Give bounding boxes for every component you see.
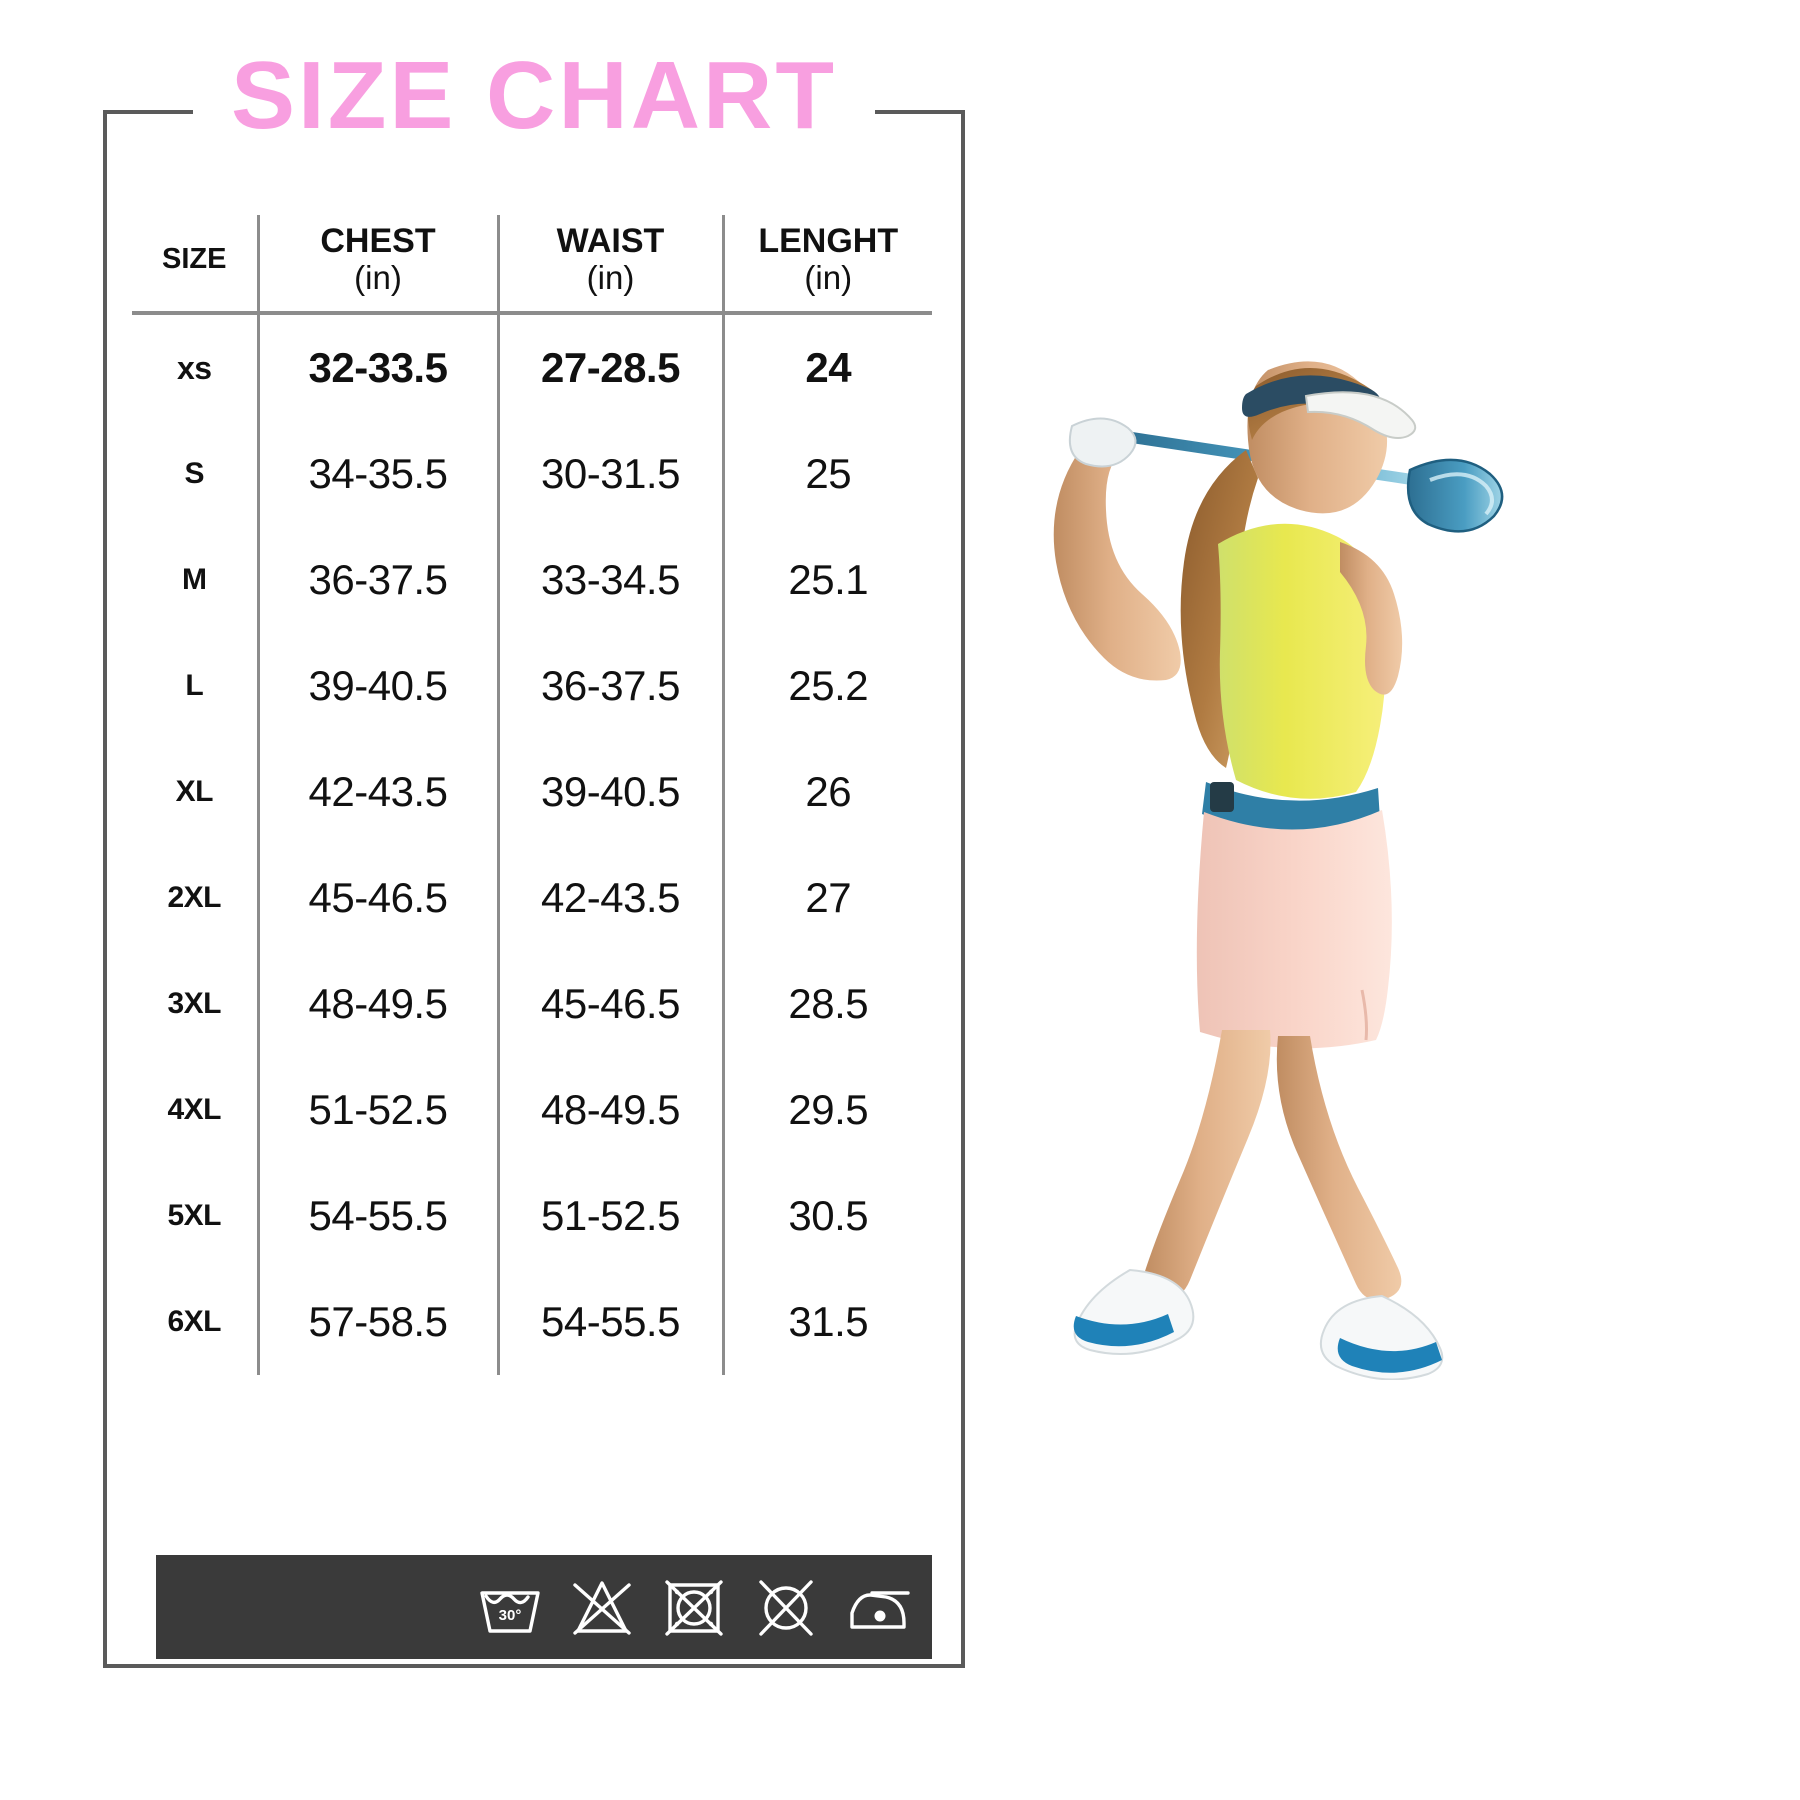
cell-waist: 36-37.5 <box>496 633 723 740</box>
wash-temperature-label: 30° <box>499 1607 522 1624</box>
cell-chest: 32-33.5 <box>256 313 498 422</box>
cell-size: 4XL <box>167 1093 222 1127</box>
cell-waist: 27-28.5 <box>496 313 723 422</box>
table-row: 2XL 45-46.5 42-43.5 27 <box>132 845 932 952</box>
golfer-right-arm <box>1340 542 1403 695</box>
visor-brim <box>1304 391 1417 439</box>
golf-club-head <box>1406 458 1504 533</box>
cell-waist: 48-49.5 <box>496 1057 723 1164</box>
care-instructions-bar: 30° <box>156 1555 932 1659</box>
cell-size: S <box>184 457 204 491</box>
table-row: xs 32-33.5 27-28.5 24 <box>132 313 932 422</box>
do-not-dry-clean-icon <box>759 1580 813 1636</box>
cell-chest: 39-40.5 <box>256 633 498 740</box>
size-chart-panel <box>103 110 965 1668</box>
column-header-length-label: LENGHT <box>758 222 899 260</box>
table-body: xs 32-33.5 27-28.5 24 S 34-35.5 30-31.5 25 M 36-3… <box>132 313 932 1376</box>
table-row: 4XL 51-52.5 48-49.5 29.5 <box>132 1057 932 1164</box>
golfer-left-leg <box>1143 1030 1271 1300</box>
cell-size: xs <box>176 349 212 386</box>
golfer-belt <box>1202 782 1380 834</box>
skirt-slit <box>1360 989 1368 1041</box>
frame-left-edge <box>103 110 107 1668</box>
column-header-waist-label: WAIST <box>556 222 665 260</box>
frame-top-left-segment <box>103 110 193 114</box>
cell-waist: 42-43.5 <box>496 845 723 952</box>
do-not-bleach-icon <box>573 1581 631 1635</box>
cell-length: 30.5 <box>721 1163 932 1270</box>
golfer-left-arm <box>1053 450 1181 681</box>
cell-size: 6XL <box>167 1305 222 1339</box>
table-row: S 34-35.5 30-31.5 25 <box>132 421 932 528</box>
column-header-chest-unit: (in) <box>354 258 402 296</box>
cell-chest: 45-46.5 <box>256 845 498 952</box>
cell-length: 26 <box>721 739 932 846</box>
column-header-length-unit: (in) <box>804 258 853 296</box>
cell-chest: 51-52.5 <box>256 1057 498 1164</box>
cell-chest: 48-49.5 <box>256 951 498 1058</box>
frame-top-right-segment <box>875 110 965 114</box>
table-header: SIZE CHEST (in) WAIST (in) LENGHT (in) <box>132 215 932 316</box>
golfer-right-leg <box>1276 1036 1402 1301</box>
page-title: SIZE CHART <box>231 42 837 149</box>
iron-low-heat-icon <box>850 1591 910 1629</box>
golfer-photo <box>1053 361 1504 1380</box>
cell-chest: 42-43.5 <box>256 739 498 846</box>
table-row: M 36-37.5 33-34.5 25.1 <box>132 527 932 634</box>
table-row: XL 42-43.5 39-40.5 26 <box>132 739 932 846</box>
cell-size: M <box>182 563 207 597</box>
golf-glove <box>1068 417 1137 468</box>
cell-waist: 39-40.5 <box>496 739 723 846</box>
cell-waist: 45-46.5 <box>496 951 723 1058</box>
golfer-skirt <box>1196 810 1392 1049</box>
cell-waist: 54-55.5 <box>496 1269 723 1376</box>
cell-chest: 54-55.5 <box>256 1163 498 1270</box>
table-header-row: SIZE CHEST (in) WAIST (in) LENGHT (in) <box>132 215 932 316</box>
frame-bottom-edge <box>103 1664 965 1668</box>
cell-chest: 34-35.5 <box>256 421 498 528</box>
cell-waist: 51-52.5 <box>496 1163 723 1270</box>
column-header-waist: WAIST (in) <box>496 215 723 316</box>
cell-length: 24 <box>721 313 932 422</box>
cell-waist: 30-31.5 <box>496 421 723 528</box>
column-header-length: LENGHT (in) <box>721 215 932 316</box>
cell-length: 25.2 <box>721 633 932 740</box>
cell-length: 29.5 <box>721 1057 932 1164</box>
column-header-size: SIZE <box>132 215 258 316</box>
cell-length: 25 <box>721 421 932 528</box>
column-header-chest: CHEST (in) <box>256 215 498 316</box>
do-not-tumble-dry-icon <box>665 1580 723 1636</box>
size-chart-table: SIZE CHEST (in) WAIST (in) LENGHT (in) x… <box>132 215 932 1376</box>
cell-chest: 36-37.5 <box>256 527 498 634</box>
golfer-right-shoe <box>1320 1294 1444 1380</box>
cell-waist: 33-34.5 <box>496 527 723 634</box>
cell-length: 27 <box>721 845 932 952</box>
golfer-top <box>1218 523 1386 799</box>
belt-buckle <box>1210 782 1234 812</box>
cell-size: 2XL <box>167 881 222 915</box>
cell-length: 25.1 <box>721 527 932 634</box>
cell-size: 3XL <box>167 987 222 1021</box>
cell-length: 28.5 <box>721 951 932 1058</box>
cell-size: 5XL <box>167 1199 222 1233</box>
cell-length: 31.5 <box>721 1269 932 1376</box>
table-row: L 39-40.5 36-37.5 25.2 <box>132 633 932 740</box>
table-row: 3XL 48-49.5 45-46.5 28.5 <box>132 951 932 1058</box>
golfer-left-shoe <box>1073 1268 1195 1355</box>
column-header-waist-unit: (in) <box>586 258 635 296</box>
cell-chest: 57-58.5 <box>256 1269 498 1376</box>
column-header-chest-label: CHEST <box>320 222 436 260</box>
table-row: 5XL 54-55.5 51-52.5 30.5 <box>132 1163 932 1270</box>
wash-30-icon: 30° <box>480 1591 540 1633</box>
table-row: 6XL 57-58.5 54-55.5 31.5 <box>132 1269 932 1376</box>
cell-size: XL <box>175 775 214 809</box>
column-header-size-label: SIZE <box>162 242 227 275</box>
frame-right-edge <box>961 110 965 1668</box>
cell-size: L <box>185 669 204 703</box>
